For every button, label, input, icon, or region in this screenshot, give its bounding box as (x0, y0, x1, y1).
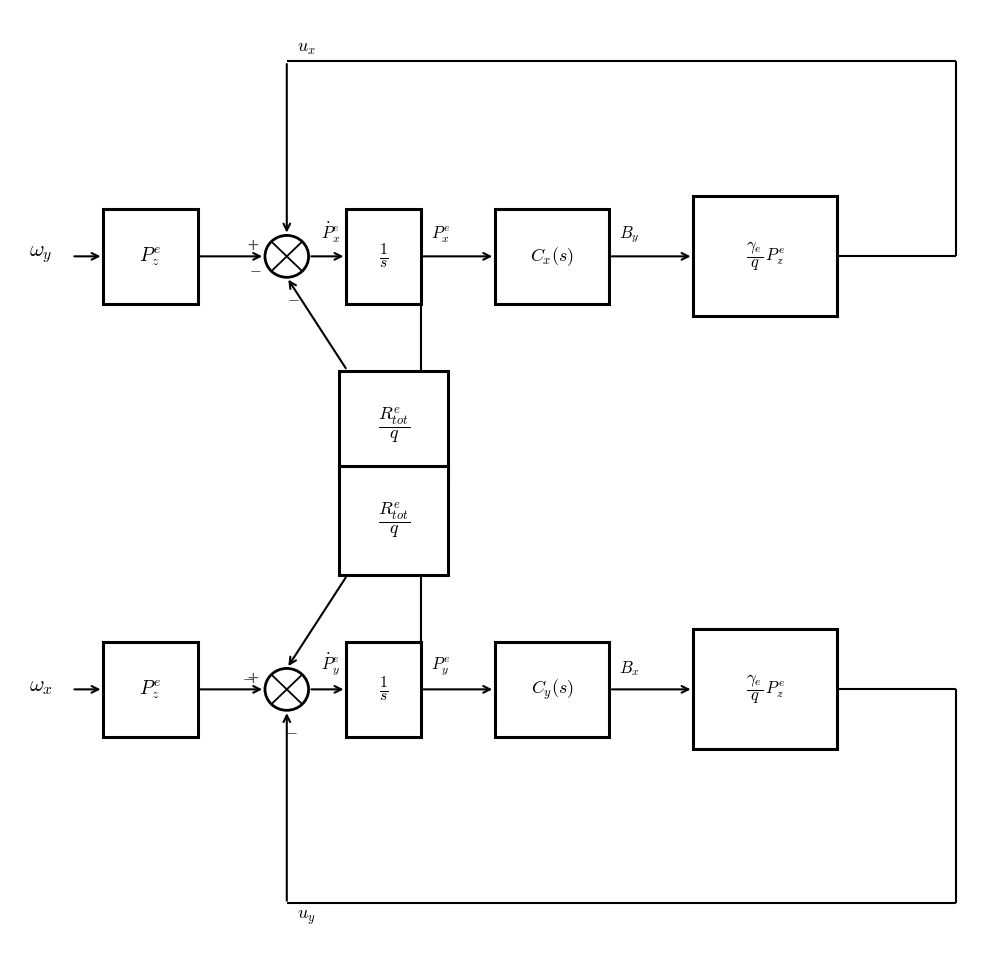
FancyBboxPatch shape (339, 466, 448, 575)
Text: $\dot{P}_x^e$: $\dot{P}_x^e$ (321, 221, 340, 245)
Text: $\dfrac{R_{tot}^e}{q}$: $\dfrac{R_{tot}^e}{q}$ (378, 501, 410, 540)
Text: $P_z^e$: $P_z^e$ (139, 678, 162, 701)
Text: $-$: $-$ (287, 291, 300, 305)
Text: +: + (247, 671, 259, 686)
Text: +: + (247, 238, 259, 253)
FancyBboxPatch shape (495, 208, 609, 304)
FancyBboxPatch shape (693, 197, 837, 316)
Text: $P_z^e$: $P_z^e$ (139, 245, 162, 268)
Text: $-$: $-$ (285, 724, 297, 738)
Text: $\dfrac{\gamma_e}{q}\,P_z^e$: $\dfrac{\gamma_e}{q}\,P_z^e$ (746, 240, 785, 273)
Text: $B_y$: $B_y$ (619, 225, 639, 245)
FancyBboxPatch shape (103, 642, 198, 737)
Text: $\frac{1}{s}$: $\frac{1}{s}$ (379, 675, 388, 704)
Text: $P_x^e$: $P_x^e$ (431, 225, 450, 245)
Text: $B_x$: $B_x$ (619, 660, 640, 678)
Text: $\omega_y$: $\omega_y$ (29, 244, 52, 265)
Text: $\dot{P}_y^e$: $\dot{P}_y^e$ (321, 652, 340, 678)
Text: $\frac{1}{s}$: $\frac{1}{s}$ (379, 242, 388, 271)
Text: $\omega_x$: $\omega_x$ (29, 678, 53, 698)
Text: $-$: $-$ (242, 669, 255, 684)
FancyBboxPatch shape (495, 642, 609, 737)
FancyBboxPatch shape (103, 208, 198, 304)
Text: $u_y$: $u_y$ (297, 908, 315, 926)
Text: $C_x(s)$: $C_x(s)$ (530, 245, 574, 268)
Text: $\dfrac{\gamma_e}{q}\,P_z^e$: $\dfrac{\gamma_e}{q}\,P_z^e$ (746, 673, 785, 706)
Text: $\dfrac{R_{tot}^e}{q}$: $\dfrac{R_{tot}^e}{q}$ (378, 405, 410, 445)
Text: $u_x$: $u_x$ (297, 38, 316, 57)
Text: $C_y(s)$: $C_y(s)$ (531, 677, 574, 702)
Text: $P_y^e$: $P_y^e$ (431, 656, 450, 678)
FancyBboxPatch shape (339, 371, 448, 480)
Text: $-$: $-$ (249, 261, 261, 276)
FancyBboxPatch shape (346, 642, 421, 737)
FancyBboxPatch shape (693, 630, 837, 750)
FancyBboxPatch shape (346, 208, 421, 304)
